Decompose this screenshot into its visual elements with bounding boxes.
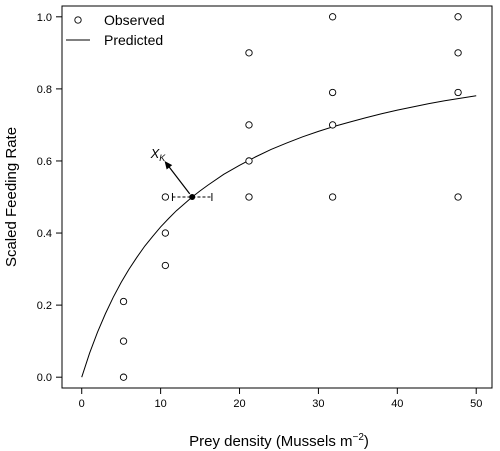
x-axis: 0 10 20 30 40 50 [79,388,482,410]
plot-frame [61,5,493,389]
observed-point [161,261,170,270]
predicted-layer [81,95,477,378]
observed-point [245,121,253,129]
x-tick-label: 0 [79,398,85,410]
xk-arrow-head [164,160,173,170]
observed-point [328,121,337,129]
legend-marker-observed [74,16,82,24]
xk-label: XK [150,146,167,163]
observed-point [454,13,462,21]
observed-point [119,297,128,306]
y-tick-label: 0.6 [37,156,52,168]
x-axis-title: Prey density (Mussels m−2) [189,432,369,450]
legend: Observed Predicted [66,12,165,48]
observed-point [161,193,170,201]
y-tick-label: 1.0 [37,12,52,24]
xk-arrow-shaft [167,165,191,195]
observed-point [119,337,128,345]
observed-point [454,193,462,201]
y-tick-label: 0.0 [37,372,52,384]
y-axis-title: Scaled Feeding Rate [3,127,20,267]
legend-label: Observed [104,12,165,28]
predicted-curve [81,95,477,378]
x-tick-label: 20 [233,398,245,410]
observed-point [328,193,337,201]
observed-point [245,193,253,201]
observed-point [454,88,462,97]
x-tick-label: 50 [470,398,482,410]
x-tick-label: 30 [312,398,324,410]
x-tick-label: 40 [391,398,403,410]
observed-point [161,229,170,237]
observed-point [245,49,253,57]
observed-point [119,373,128,381]
y-axis: 0.0 0.2 0.4 0.6 0.8 1.0 [37,12,62,384]
xk-point [189,194,196,200]
y-tick-label: 0.8 [37,84,52,96]
legend-label: Predicted [104,32,163,48]
observed-point [328,88,337,97]
observed-point [328,13,337,21]
observed-point [454,49,462,57]
observed-point [245,157,253,165]
x-tick-label: 10 [154,398,166,410]
observed-layer [119,13,462,381]
annotation-layer: XK [150,146,213,201]
y-tick-label: 0.2 [37,300,52,312]
y-tick-label: 0.4 [37,228,52,240]
